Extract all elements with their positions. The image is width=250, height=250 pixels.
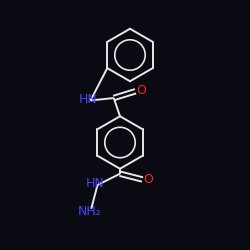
Text: O: O	[143, 173, 153, 186]
Text: HN: HN	[79, 93, 98, 106]
Text: HN: HN	[86, 177, 104, 190]
Text: NH₂: NH₂	[78, 205, 102, 218]
Text: O: O	[136, 84, 146, 96]
